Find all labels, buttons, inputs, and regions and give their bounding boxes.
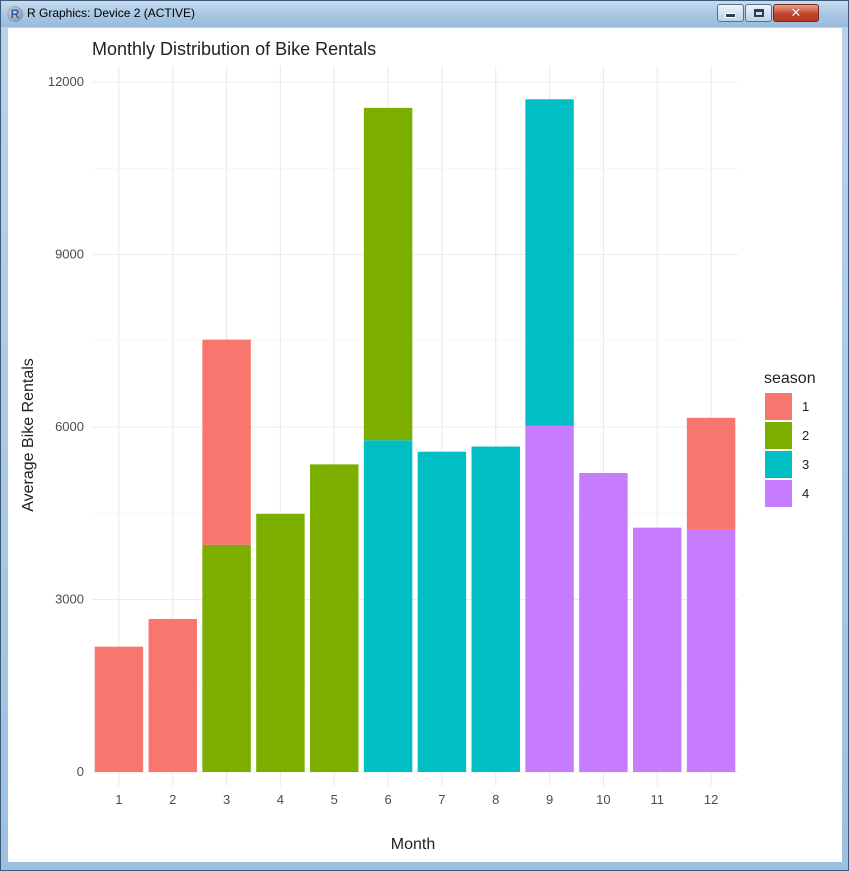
bar-month-3-season-1: [202, 339, 251, 545]
r-app-icon-letter: R: [10, 7, 20, 21]
x-tick-label: 7: [438, 792, 445, 807]
bar-month-8-season-3: [471, 446, 520, 772]
y-axis-ticks: 0 3000 6000 9000 12000: [48, 74, 84, 779]
y-tick-label: 3000: [55, 592, 84, 607]
bar-month-9-season-3: [525, 99, 574, 426]
bar-month-4-season-2: [256, 513, 305, 772]
bar-month-6-season-3: [363, 440, 413, 772]
x-tick-label: 4: [277, 792, 284, 807]
legend-items: 1 2 3 4: [765, 393, 809, 507]
title-bar[interactable]: R R Graphics: Device 2 (ACTIVE) ✕: [1, 1, 848, 27]
legend-label-4: 4: [802, 486, 809, 501]
x-tick-label: 10: [596, 792, 610, 807]
x-tick-label: 9: [546, 792, 553, 807]
x-axis-label: Month: [391, 836, 435, 853]
bar-month-9-season-4: [525, 425, 574, 772]
x-tick-label: 12: [704, 792, 718, 807]
y-axis-label: Average Bike Rentals: [20, 358, 37, 512]
close-button[interactable]: ✕: [773, 4, 819, 22]
minimize-button[interactable]: [717, 4, 744, 22]
legend-swatch-3: [765, 451, 792, 478]
minimize-icon: [725, 13, 736, 18]
bar-month-3-season-2: [202, 544, 251, 772]
bar-month-10-season-4: [579, 473, 628, 772]
legend-swatch-1: [765, 393, 792, 420]
x-tick-label: 2: [169, 792, 176, 807]
y-tick-label: 6000: [55, 419, 84, 434]
close-icon: ✕: [790, 5, 802, 21]
legend-title: season: [764, 370, 816, 387]
y-tick-label: 12000: [48, 74, 84, 89]
bars: [94, 99, 736, 772]
maximize-button[interactable]: [745, 4, 772, 22]
legend: season 1 2 3 4: [764, 370, 816, 507]
legend-swatch-2: [765, 422, 792, 449]
y-tick-label: 9000: [55, 247, 84, 262]
legend-swatch-4: [765, 480, 792, 507]
x-tick-label: 6: [384, 792, 391, 807]
minor-gridlines: [92, 167, 738, 687]
x-tick-label: 11: [651, 792, 665, 807]
bar-month-7-season-3: [417, 451, 467, 772]
x-tick-label: 1: [115, 792, 122, 807]
legend-label-2: 2: [802, 428, 809, 443]
bar-month-2-season-1: [148, 619, 197, 772]
maximize-icon: [753, 9, 764, 17]
bar-month-6-season-2: [363, 107, 413, 441]
x-axis-ticks: 1 2 3 4 5 6 7 8 9 10 11 12: [115, 792, 718, 807]
bar-month-12-season-4: [686, 529, 736, 772]
window-title: R Graphics: Device 2 (ACTIVE): [27, 6, 196, 20]
legend-label-1: 1: [802, 399, 809, 414]
bar-month-12-season-1: [686, 417, 736, 530]
x-tick-label: 8: [492, 792, 499, 807]
chart-title: Monthly Distribution of Bike Rentals: [92, 39, 376, 59]
bar-month-11-season-4: [633, 527, 682, 772]
legend-label-3: 3: [802, 457, 809, 472]
window-bottom-border: [8, 862, 842, 870]
bar-month-1-season-1: [94, 646, 144, 772]
x-tick-label: 3: [223, 792, 230, 807]
plot-canvas: 0 3000 6000 9000 12000 1 2 3 4 5 6 7 8 9 10 11 12 Month…: [8, 28, 842, 862]
x-tick-label: 5: [331, 792, 338, 807]
r-app-icon: R: [7, 6, 23, 22]
y-tick-label: 0: [77, 764, 84, 779]
bar-month-5-season-2: [310, 464, 359, 772]
